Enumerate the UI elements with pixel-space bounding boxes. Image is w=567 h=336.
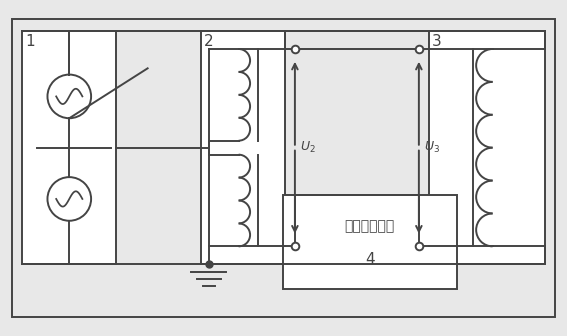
Bar bbox=[12, 19, 555, 317]
Text: 4: 4 bbox=[365, 252, 375, 267]
Bar bbox=[22, 31, 116, 264]
Text: $U_3$: $U_3$ bbox=[424, 140, 440, 155]
Text: 1: 1 bbox=[25, 34, 35, 49]
Text: 2: 2 bbox=[204, 34, 213, 49]
Text: $U_2$: $U_2$ bbox=[300, 140, 316, 155]
Bar bbox=[201, 31, 285, 264]
Text: 误差测量装置: 误差测量装置 bbox=[345, 219, 395, 234]
Text: 3: 3 bbox=[431, 34, 442, 49]
Bar bbox=[429, 31, 545, 264]
Bar bbox=[283, 195, 456, 289]
